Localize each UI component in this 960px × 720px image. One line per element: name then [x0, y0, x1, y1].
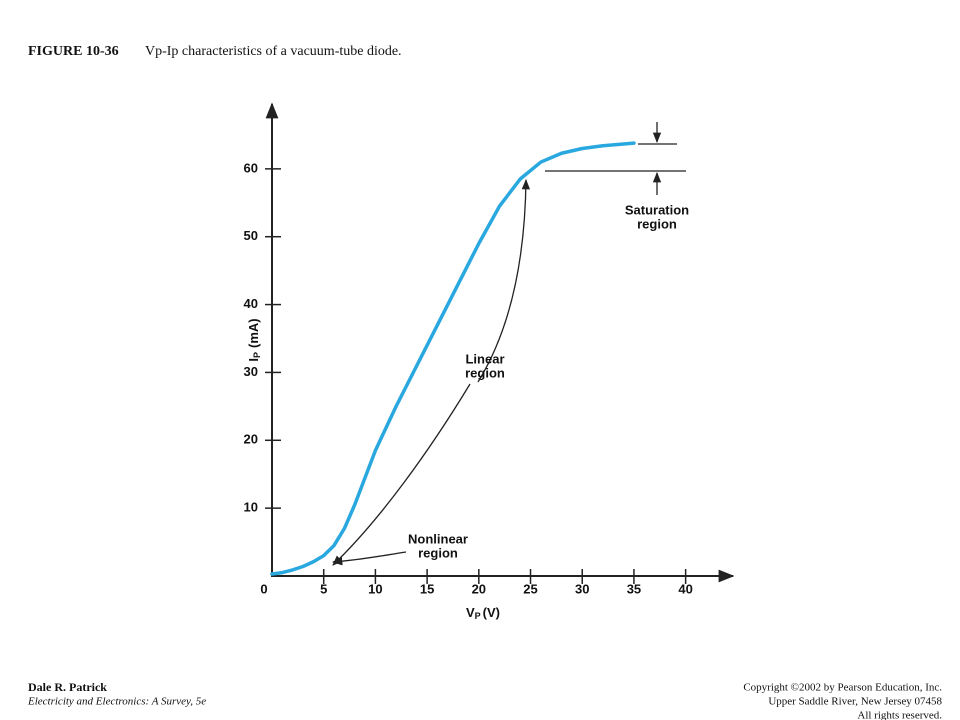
x-tick-label: 0	[260, 581, 267, 596]
y-tick-label: 50	[244, 228, 258, 243]
annotation: Linear	[465, 351, 504, 366]
y-tick-label: 20	[244, 432, 258, 447]
figure-caption: Vp-Ip characteristics of a vacuum-tube d…	[145, 44, 402, 59]
annotation: region	[418, 545, 458, 560]
y-tick-label: 30	[244, 364, 258, 379]
book: Electricity and Electronics: A Survey, 5…	[27, 696, 206, 708]
curve	[270, 141, 636, 576]
annotation: Saturation	[625, 202, 689, 217]
copyright: All rights reserved.	[857, 710, 942, 720]
x-tick-label: 40	[678, 581, 692, 596]
x-tick-label: 35	[627, 581, 641, 596]
x-tick-label: 30	[575, 581, 589, 596]
figure-number: FIGURE 10-36	[28, 44, 119, 59]
arrow	[477, 178, 531, 383]
annotation: region	[465, 365, 505, 380]
y-tick-label: 60	[244, 160, 258, 175]
annotation: Nonlinear	[408, 531, 468, 546]
x-tick-label: 20	[472, 581, 486, 596]
x-tick-label: 10	[368, 581, 382, 596]
arrow	[332, 383, 471, 566]
author: Dale R. Patrick	[28, 680, 107, 694]
arrow	[331, 551, 407, 566]
annotation: region	[637, 216, 677, 231]
x-tick-label: 25	[523, 581, 537, 596]
x-tick-label: 5	[320, 581, 327, 596]
copyright: Upper Saddle River, New Jersey 07458	[768, 696, 942, 708]
copyright: Copyright ©2002 by Pearson Education, In…	[743, 682, 942, 694]
y-axis-label: IP(mA)	[246, 318, 262, 361]
y-tick-label: 40	[244, 296, 258, 311]
y-tick-label: 10	[244, 500, 258, 515]
x-axis-label: VP (V)	[466, 605, 500, 621]
x-tick-label: 15	[420, 581, 434, 596]
